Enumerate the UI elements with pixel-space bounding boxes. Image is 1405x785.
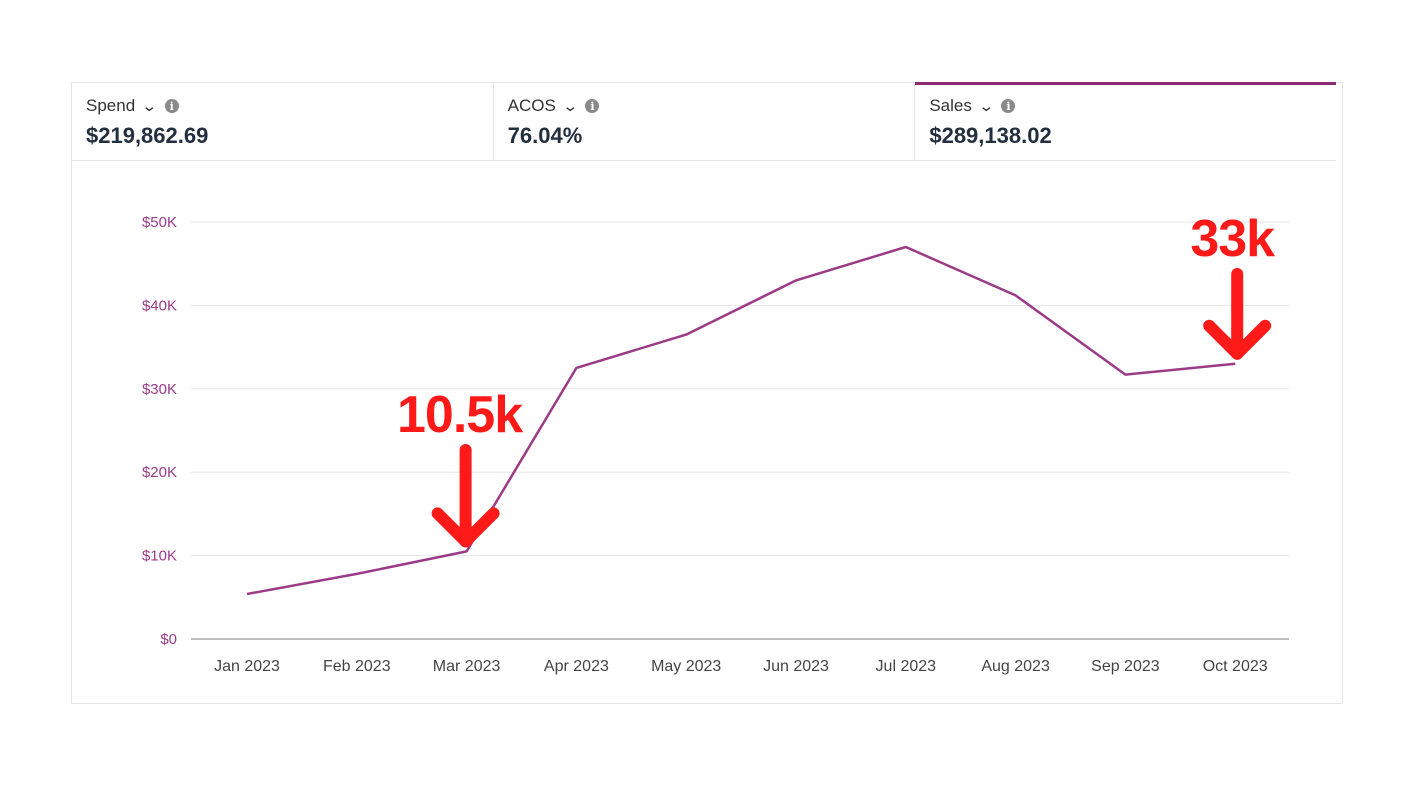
x-tick-label: Oct 2023 [1203, 658, 1268, 675]
data-point [904, 245, 908, 249]
x-tick-label: Aug 2023 [981, 658, 1050, 675]
arrow-head-icon [1203, 319, 1272, 360]
chevron-down-icon[interactable]: ⌄ [977, 98, 995, 115]
y-tick-label: $40K [142, 297, 177, 314]
metric-tabs: Spend ⌄ i $219,862.69 ACOS ⌄ i 76.04% Sa… [72, 82, 1337, 161]
metric-label: Sales [929, 96, 972, 115]
x-tick-label: Jan 2023 [214, 658, 280, 675]
x-tick-label: Apr 2023 [544, 658, 609, 675]
data-point [1123, 373, 1127, 377]
x-tick-label: Feb 2023 [323, 658, 391, 675]
metric-label: Spend [86, 96, 136, 115]
x-tick-label: Jun 2023 [763, 658, 829, 675]
annotation-label: 33k [1190, 210, 1275, 268]
y-tick-label: $0 [160, 631, 177, 648]
y-tick-label: $50K [142, 214, 177, 231]
data-point [574, 366, 578, 370]
annotation-label: 10.5k [397, 386, 523, 444]
data-point [794, 278, 798, 282]
metric-tab-sales[interactable]: Sales ⌄ i $289,138.02 [915, 82, 1337, 161]
chevron-down-icon[interactable]: ⌄ [141, 98, 158, 115]
chevron-down-icon[interactable]: ⌄ [561, 98, 579, 115]
sales-series-line [246, 245, 1236, 596]
sales-chart-panel: Spend ⌄ i $219,862.69 ACOS ⌄ i 76.04% Sa… [71, 82, 1343, 704]
info-icon[interactable]: i [164, 99, 179, 113]
y-tick-label: $20K [142, 464, 177, 481]
data-point [465, 549, 469, 553]
metric-value: $219,862.69 [86, 123, 209, 148]
metric-label: ACOS [507, 96, 556, 115]
x-tick-label: May 2023 [651, 658, 721, 675]
y-tick-label: $30K [142, 381, 177, 398]
data-point [1233, 362, 1237, 366]
arrow-head-icon [431, 507, 500, 548]
x-tick-label: Sep 2023 [1091, 658, 1160, 675]
info-icon[interactable]: i [585, 99, 600, 113]
metric-value: 76.04% [507, 123, 583, 148]
data-point [245, 592, 249, 596]
metric-tab-spend[interactable]: Spend ⌄ i $219,862.69 [72, 83, 494, 161]
info-icon[interactable]: i [1001, 99, 1016, 113]
data-point [1014, 293, 1018, 297]
y-tick-label: $10K [142, 548, 177, 565]
x-tick-label: Jul 2023 [876, 658, 937, 675]
data-point [355, 572, 359, 576]
metric-value: $289,138.02 [929, 123, 1052, 148]
metric-tab-acos[interactable]: ACOS ⌄ i 76.04% [493, 83, 916, 161]
x-tick-label: Mar 2023 [433, 658, 501, 675]
data-point [684, 333, 688, 337]
